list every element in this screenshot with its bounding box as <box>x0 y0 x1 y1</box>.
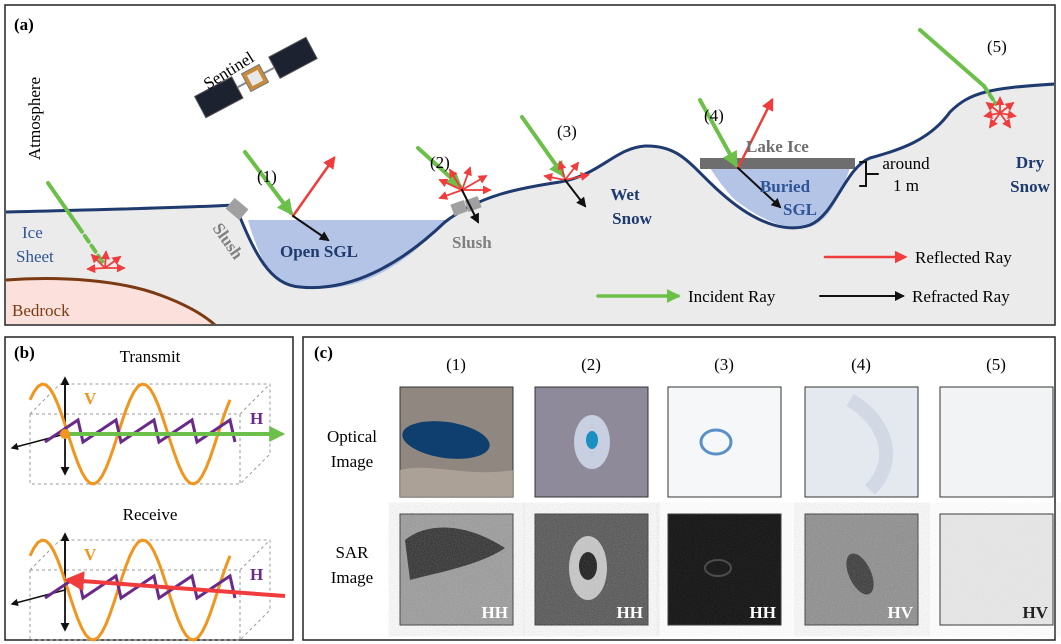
panel-b: (b) Transmit V H Receive V H <box>5 337 293 640</box>
h-label: H <box>250 565 263 584</box>
polarization-label: HV <box>888 603 914 622</box>
column-label: (4) <box>851 355 871 374</box>
origin <box>60 429 70 439</box>
polarization-label: HH <box>750 603 776 622</box>
case-label: (2) <box>430 153 450 172</box>
case-label: (5) <box>987 37 1007 56</box>
open-sgl-label: Open SGL <box>280 242 358 261</box>
column-label: (5) <box>986 355 1006 374</box>
polarization-label: HV <box>1023 603 1049 622</box>
v-label: V <box>84 389 97 408</box>
panel-label: (c) <box>314 343 333 362</box>
polarization-label: HH <box>617 603 643 622</box>
slush-label: Slush <box>452 233 492 252</box>
column-label: (3) <box>714 355 734 374</box>
polarization-label: HH <box>482 603 508 622</box>
case-label: (1) <box>257 167 277 186</box>
figure: (a) Atmosphere Sentinel IceSheet Bedrock… <box>0 0 1061 644</box>
lake-ice-label: Lake Ice <box>746 137 809 156</box>
legend-incident: Incident Ray <box>688 287 776 306</box>
case-label: (4) <box>704 106 724 125</box>
column-label: (1) <box>446 355 466 374</box>
legend-reflected: Reflected Ray <box>915 248 1012 267</box>
bedrock-label: Bedrock <box>12 301 70 320</box>
column-label: (2) <box>581 355 601 374</box>
h-label: H <box>250 409 263 428</box>
transmit-title: Transmit <box>120 347 181 366</box>
atmosphere-label: Atmosphere <box>25 77 44 160</box>
case-label: (3) <box>557 122 577 141</box>
panel-label: (b) <box>14 343 35 362</box>
v-label: V <box>84 545 97 564</box>
legend-refracted: Refracted Ray <box>912 287 1010 306</box>
panel-label: (a) <box>14 15 34 34</box>
receive-title: Receive <box>123 505 178 524</box>
